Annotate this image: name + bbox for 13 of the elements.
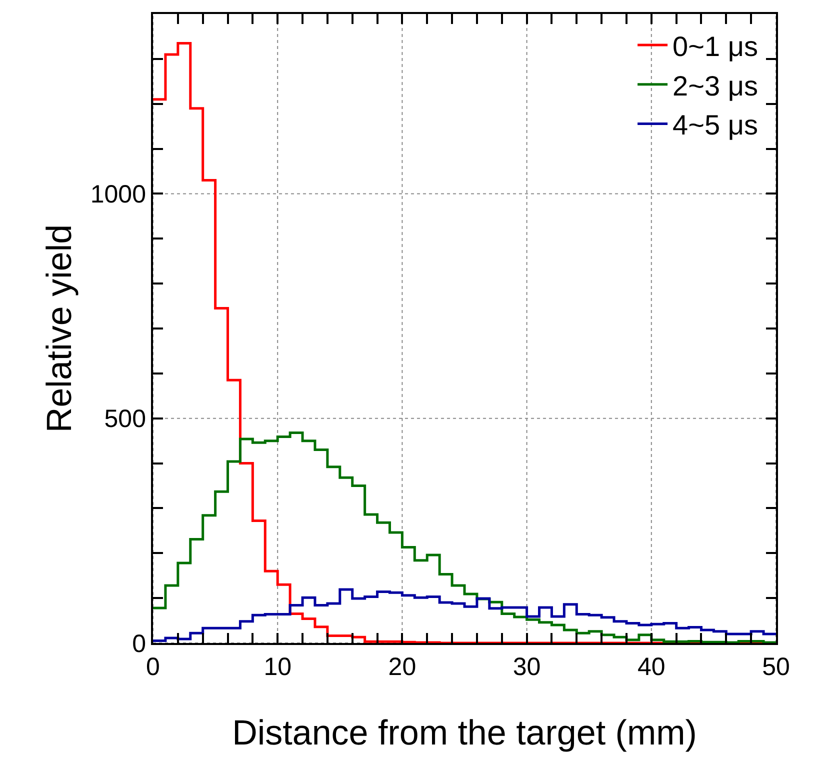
y-axis-title: Relative yield [40,224,80,433]
legend-label: 4~5 μs [672,110,758,141]
x-tick-label: 20 [388,653,416,681]
y-tick-label: 500 [104,405,146,434]
y-tick-label: 0 [132,630,146,658]
x-tick-label: 10 [264,653,292,681]
legend-label: 2~3 μs [672,70,758,102]
x-tick-label: 30 [512,653,541,681]
x-tick-label: 40 [637,653,666,681]
legend-label: 0~1 μs [672,30,758,62]
x-tick-label: 50 [762,653,790,681]
y-tick-label: 1000 [90,180,146,208]
x-axis-title: Distance from the target (mm) [232,714,697,752]
